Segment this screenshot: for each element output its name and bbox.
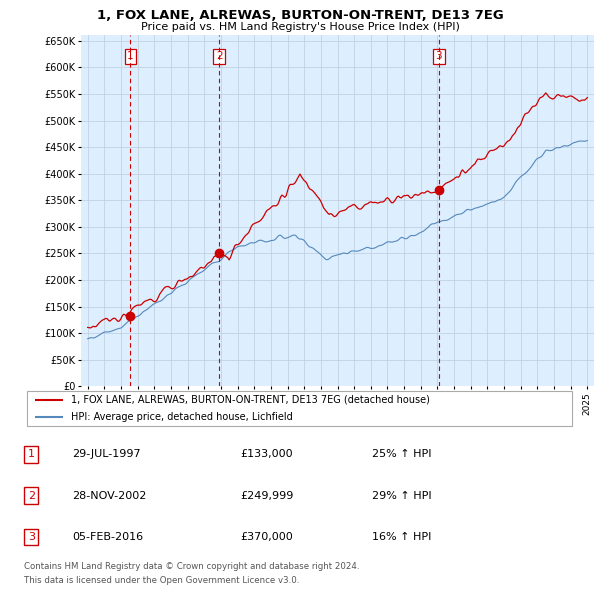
Text: 29-JUL-1997: 29-JUL-1997 bbox=[72, 450, 140, 459]
Text: £370,000: £370,000 bbox=[240, 532, 293, 542]
Text: £249,999: £249,999 bbox=[240, 491, 293, 500]
Text: Price paid vs. HM Land Registry's House Price Index (HPI): Price paid vs. HM Land Registry's House … bbox=[140, 22, 460, 32]
Text: 1: 1 bbox=[127, 51, 134, 61]
Text: 3: 3 bbox=[436, 51, 442, 61]
Text: 1, FOX LANE, ALREWAS, BURTON-ON-TRENT, DE13 7EG (detached house): 1, FOX LANE, ALREWAS, BURTON-ON-TRENT, D… bbox=[71, 395, 430, 405]
Text: HPI: Average price, detached house, Lichfield: HPI: Average price, detached house, Lich… bbox=[71, 412, 293, 422]
Text: Contains HM Land Registry data © Crown copyright and database right 2024.: Contains HM Land Registry data © Crown c… bbox=[24, 562, 359, 571]
Text: 3: 3 bbox=[28, 532, 35, 542]
Text: 05-FEB-2016: 05-FEB-2016 bbox=[72, 532, 143, 542]
Text: 1: 1 bbox=[28, 450, 35, 459]
Text: £133,000: £133,000 bbox=[240, 450, 293, 459]
Text: 28-NOV-2002: 28-NOV-2002 bbox=[72, 491, 146, 500]
Text: 29% ↑ HPI: 29% ↑ HPI bbox=[372, 491, 431, 500]
Text: 25% ↑ HPI: 25% ↑ HPI bbox=[372, 450, 431, 459]
Text: This data is licensed under the Open Government Licence v3.0.: This data is licensed under the Open Gov… bbox=[24, 576, 299, 585]
Text: 1, FOX LANE, ALREWAS, BURTON-ON-TRENT, DE13 7EG: 1, FOX LANE, ALREWAS, BURTON-ON-TRENT, D… bbox=[97, 9, 503, 22]
FancyBboxPatch shape bbox=[27, 391, 572, 426]
Text: 2: 2 bbox=[28, 491, 35, 500]
Text: 2: 2 bbox=[216, 51, 223, 61]
Text: 16% ↑ HPI: 16% ↑ HPI bbox=[372, 532, 431, 542]
